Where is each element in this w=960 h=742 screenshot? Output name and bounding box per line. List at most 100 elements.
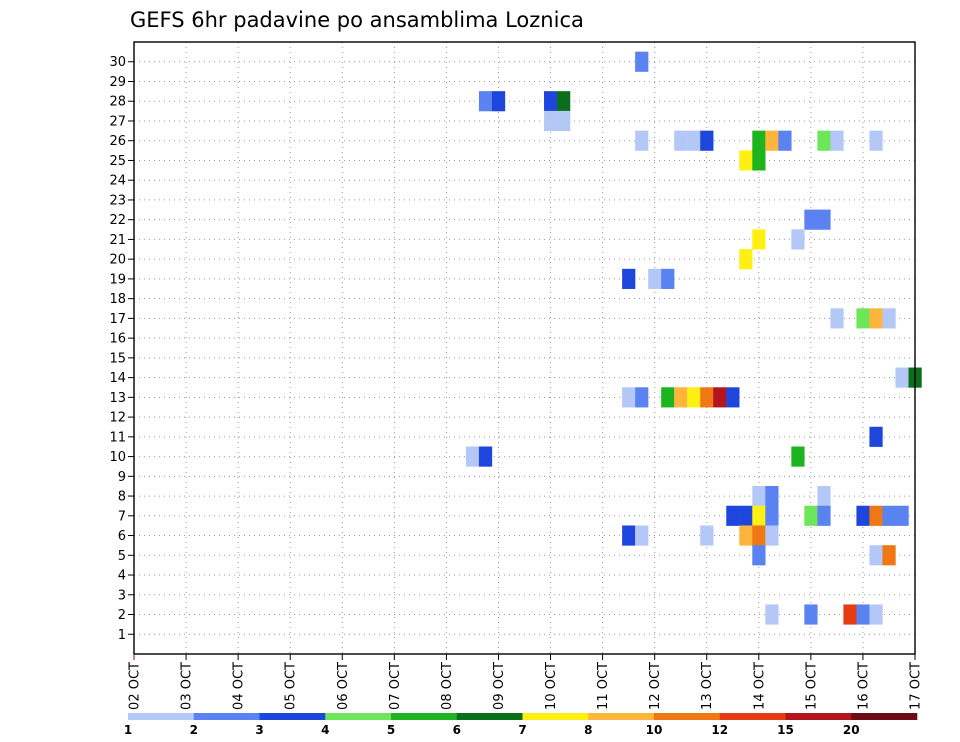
precip-cell [765, 130, 779, 151]
precip-cell [661, 387, 675, 408]
precip-cell [752, 505, 766, 526]
x-tick-label: 05 OCT [284, 662, 299, 710]
y-tick-label: 14 [109, 371, 126, 386]
precip-cell [882, 545, 896, 566]
legend-label: 7 [518, 723, 526, 737]
precip-cell [478, 91, 493, 112]
precip-cell [804, 604, 818, 625]
legend-label: 4 [321, 723, 329, 737]
y-tick-label: 11 [109, 430, 126, 445]
precip-cell [622, 387, 636, 408]
precip-cell [726, 505, 740, 526]
precip-cell [674, 130, 688, 151]
precip-cell [869, 604, 883, 625]
legend-label: 8 [584, 723, 592, 737]
precip-cell [544, 91, 558, 112]
precip-cell [765, 525, 779, 546]
y-tick-label: 4 [118, 569, 126, 584]
legend-label: 6 [453, 723, 461, 737]
precip-cell [869, 505, 883, 526]
precip-cell [491, 91, 506, 112]
x-tick-label: 02 OCT [128, 662, 143, 710]
precip-cell [557, 91, 571, 112]
legend-label: 5 [387, 723, 395, 737]
precip-cell [752, 545, 766, 566]
x-tick-label: 17 OCT [909, 662, 924, 710]
x-tick-label: 03 OCT [180, 662, 195, 710]
legend-swatch [456, 713, 523, 720]
precip-cell [622, 268, 636, 289]
x-tick-label: 15 OCT [804, 662, 819, 710]
legend-swatch [785, 713, 852, 720]
y-tick-label: 18 [109, 292, 126, 307]
precip-cell [765, 485, 779, 507]
x-tick-label: 12 OCT [648, 662, 663, 710]
precip-cell [687, 387, 701, 408]
x-tick-label: 14 OCT [752, 662, 767, 710]
y-tick-label: 5 [118, 549, 126, 564]
y-tick-label: 23 [109, 193, 126, 208]
legend-label: 12 [711, 723, 728, 737]
precip-cell [635, 387, 649, 408]
y-tick-label: 1 [118, 628, 126, 643]
precip-cell [726, 387, 740, 408]
x-tick-label: 08 OCT [440, 662, 455, 710]
y-tick-label: 7 [118, 509, 126, 524]
x-tick-label: 16 OCT [856, 662, 871, 710]
precip-cell [817, 209, 831, 230]
precip-cell [895, 505, 909, 526]
precip-cell [791, 229, 805, 250]
y-tick-label: 28 [109, 95, 126, 110]
precip-cell [478, 446, 493, 467]
legend-label: 15 [777, 723, 794, 737]
legend-swatch [654, 713, 721, 720]
precip-cell [739, 150, 753, 171]
precip-cell [687, 130, 701, 151]
x-tick-label: 07 OCT [388, 662, 403, 710]
y-tick-label: 9 [118, 470, 126, 485]
precip-cell [557, 110, 571, 132]
precip-cell [648, 268, 662, 289]
legend-label: 20 [843, 723, 860, 737]
legend-swatch [851, 713, 918, 720]
precipitation-cells [465, 51, 922, 625]
legend-swatch [719, 713, 786, 720]
precip-cell [817, 485, 831, 507]
precip-cell [830, 308, 844, 329]
legend-swatch [193, 713, 260, 720]
y-tick-label: 25 [109, 154, 126, 169]
precip-cell [661, 268, 675, 289]
precip-cell [465, 446, 480, 467]
precip-cell [752, 130, 766, 151]
legend-swatch [128, 713, 195, 720]
x-tick-label: 04 OCT [232, 662, 247, 710]
x-axis-ticks: 02 OCT 03 OCT 04 OCT 05 OCT 06 OCT 07 OCT 08 O… [128, 654, 924, 710]
y-axis-ticks: 1234567891011121314151617181920212223242… [109, 55, 134, 643]
precip-cell [869, 130, 883, 151]
y-tick-label: 24 [109, 174, 126, 189]
precip-cell [817, 505, 831, 526]
y-tick-label: 17 [109, 312, 126, 327]
y-tick-label: 21 [109, 233, 126, 248]
y-tick-label: 12 [109, 411, 126, 426]
legend-label: 2 [190, 723, 198, 737]
x-tick-label: 06 OCT [336, 662, 351, 710]
x-tick-label: 11 OCT [596, 662, 611, 710]
precip-cell [843, 604, 857, 625]
precip-cell [856, 604, 870, 625]
legend-label: 3 [255, 723, 263, 737]
precip-cell [791, 446, 805, 467]
precip-cell [635, 51, 649, 72]
y-tick-label: 3 [118, 588, 126, 603]
y-tick-label: 22 [109, 213, 126, 228]
precip-cell [752, 525, 766, 546]
precip-cell [544, 110, 558, 132]
y-tick-label: 30 [109, 55, 126, 70]
y-tick-label: 29 [109, 75, 126, 90]
y-tick-label: 16 [109, 332, 126, 347]
legend-swatch [259, 713, 326, 720]
precip-cell [713, 387, 727, 408]
legend-label: 1 [124, 723, 132, 737]
precip-cell [882, 308, 896, 329]
precip-cell [752, 150, 766, 171]
